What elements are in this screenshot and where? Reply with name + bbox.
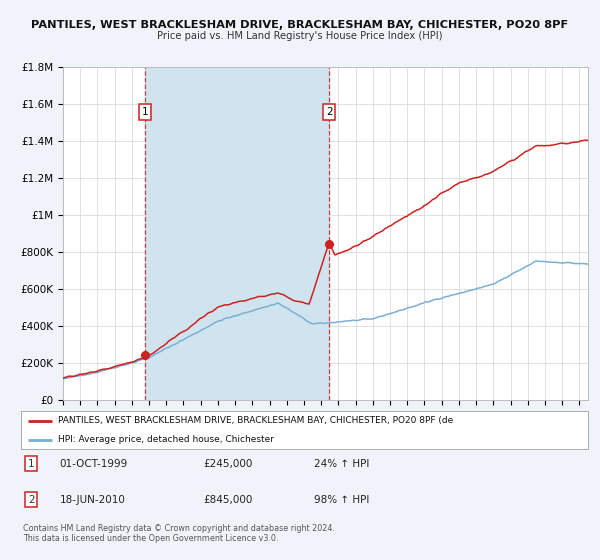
- Text: HPI: Average price, detached house, Chichester: HPI: Average price, detached house, Chic…: [58, 436, 274, 445]
- Text: Price paid vs. HM Land Registry's House Price Index (HPI): Price paid vs. HM Land Registry's House …: [157, 31, 443, 41]
- Text: 01-OCT-1999: 01-OCT-1999: [59, 459, 127, 469]
- Text: £845,000: £845,000: [203, 494, 253, 505]
- Text: 1: 1: [142, 107, 148, 117]
- Bar: [145, 67, 329, 400]
- Text: 24% ↑ HPI: 24% ↑ HPI: [314, 459, 370, 469]
- Text: 2: 2: [28, 494, 35, 505]
- Text: Contains HM Land Registry data © Crown copyright and database right 2024.: Contains HM Land Registry data © Crown c…: [23, 524, 335, 533]
- Text: 1: 1: [28, 459, 35, 469]
- Text: This data is licensed under the Open Government Licence v3.0.: This data is licensed under the Open Gov…: [23, 534, 278, 543]
- Text: £245,000: £245,000: [203, 459, 253, 469]
- Text: 98% ↑ HPI: 98% ↑ HPI: [314, 494, 370, 505]
- Text: PANTILES, WEST BRACKLESHAM DRIVE, BRACKLESHAM BAY, CHICHESTER, PO20 8PF (de: PANTILES, WEST BRACKLESHAM DRIVE, BRACKL…: [58, 417, 453, 426]
- Text: 2: 2: [326, 107, 332, 117]
- Text: PANTILES, WEST BRACKLESHAM DRIVE, BRACKLESHAM BAY, CHICHESTER, PO20 8PF: PANTILES, WEST BRACKLESHAM DRIVE, BRACKL…: [31, 20, 569, 30]
- Text: 18-JUN-2010: 18-JUN-2010: [60, 494, 126, 505]
